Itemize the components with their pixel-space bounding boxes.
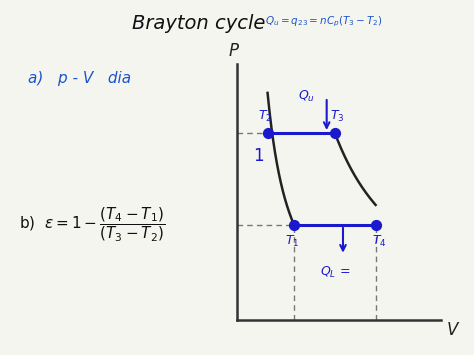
Point — [290, 222, 298, 228]
Point — [372, 222, 379, 228]
Text: $T_4$: $T_4$ — [373, 234, 387, 250]
Text: $T_1$: $T_1$ — [285, 234, 299, 250]
Text: $1$: $1$ — [253, 147, 264, 165]
Text: V: V — [447, 321, 458, 339]
Text: a)   p - V   dia: a) p - V dia — [28, 71, 132, 86]
Text: $T_3$: $T_3$ — [329, 109, 344, 124]
Point — [331, 130, 338, 136]
Text: $Q_u = q_{23} = nC_p(T_3-T_2)$: $Q_u = q_{23} = nC_p(T_3-T_2)$ — [265, 14, 383, 29]
Text: P: P — [229, 42, 239, 60]
Text: $Q_u$: $Q_u$ — [298, 89, 315, 104]
Text: $Q_L$ =: $Q_L$ = — [319, 265, 350, 280]
Point — [264, 130, 271, 136]
Text: b)  $\varepsilon = 1 - \dfrac{(T_4 - T_1)}{(T_3 - T_2)}$: b) $\varepsilon = 1 - \dfrac{(T_4 - T_1)… — [19, 206, 165, 244]
Text: $T_2$: $T_2$ — [258, 109, 273, 124]
Text: Brayton cycle: Brayton cycle — [132, 14, 266, 33]
